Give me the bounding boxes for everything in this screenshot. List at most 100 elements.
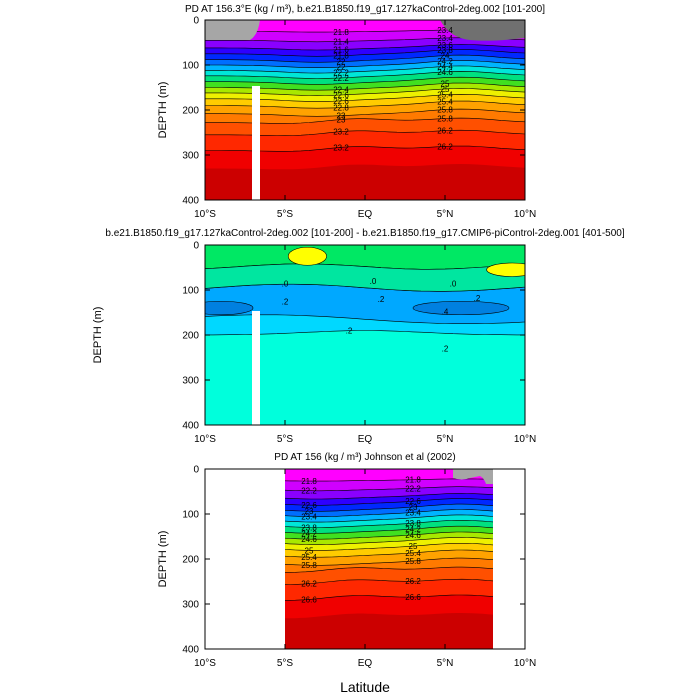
contour-label: 25.8 [437,114,453,123]
contour-label: 23.8 [405,519,421,528]
density-band [285,478,493,491]
contour-label: 23 [337,115,346,124]
panel-observed-density: PD AT 156 (kg / m³) Johnson et al (2002)… [157,452,536,669]
x-tick-label: 5°S [277,434,294,445]
panel1-contour-labels: 21.821.421.621.8222222.222.222.422.622.6… [333,26,453,152]
density-band [285,526,493,540]
y-tick-label: 0 [193,241,199,252]
density-band [205,109,525,124]
panel2-contour-labels: .0.0.0.2.2.2.4.2.2 [282,277,481,354]
contour-label: 26.2 [437,142,453,151]
contour-label: 24.2 [437,57,453,66]
density-band [205,60,525,74]
contour-label: 25.4 [437,97,453,106]
x-axis-label: Latitude [340,679,390,695]
isopycnal-line [285,543,493,551]
isopycnal-line [285,537,493,545]
isopycnal-line [205,65,525,74]
contour-label: 23.8 [301,523,317,532]
contour-label: 24.6 [405,531,421,540]
y-tick-label: 100 [182,286,199,297]
isopycnal-line [205,82,525,91]
isopycnal-line [205,108,525,117]
contour-label: 25.4 [301,553,317,562]
panel1-land-mask-left [205,20,260,40]
density-band [205,101,525,117]
isopycnal-line [205,129,525,136]
density-band [205,55,525,68]
isopycnal-line [205,49,525,57]
density-band [285,567,493,585]
contour-label: 26.6 [301,595,317,604]
contour-label: 21.8 [301,477,317,486]
contour-label: 22.6 [333,91,349,100]
density-band [205,65,525,79]
panel2-overlays [252,311,260,425]
panel1-title: PD AT 156.3°E (kg / m³), b.e21.B1850.f19… [185,4,545,15]
density-band [205,94,525,109]
contour-label: .2 [282,297,289,306]
density-band [205,83,525,96]
panel3-overlays [453,469,493,484]
y-tick-label: 300 [182,376,199,387]
contour-label: .0 [450,279,457,288]
y-tick-label: 100 [182,61,199,72]
density-band [205,130,525,152]
contour-label: 23.6 [437,41,453,50]
contour-label: 25.4 [437,91,453,100]
isopycnal-line [285,557,493,566]
contour-label: 23.4 [405,508,421,517]
x-tick-label: 5°S [277,658,294,669]
anomaly-positive-patch [486,262,525,277]
y-tick-label: 200 [182,106,199,117]
y-tick-label: 0 [193,16,199,27]
density-band [205,77,525,91]
contour-label: 22.2 [405,484,421,493]
x-tick-label: 5°N [437,658,454,669]
panel2-y-axis-label: DEPTH (m) [92,307,104,364]
x-tick-label: 5°N [437,434,454,445]
contour-label: 24.6 [301,535,317,544]
panel-model-density: PD AT 156.3°E (kg / m³), b.e21.B1850.f19… [157,4,545,220]
isopycnal-line [285,531,493,540]
density-band [285,520,493,534]
contour-label: 25.8 [405,557,421,566]
contour-label: 24.6 [437,68,453,77]
density-band [205,118,525,136]
isopycnal-line [285,525,493,534]
contour-label: .2 [474,294,481,303]
contour-label: 26.2 [437,127,453,136]
y-tick-label: 300 [182,600,199,611]
contour-label: 22.6 [301,501,317,510]
contour-label: 22.2 [333,68,349,77]
contour-label: 22.8 [333,104,349,113]
x-tick-label: 10°N [514,209,536,220]
anomaly-lens-south [205,300,254,316]
isopycnal-line [205,44,525,51]
y-tick-label: 400 [182,421,199,432]
panel3-contour-labels: 21.822.222.62323.423.824.224.62525.425.8… [301,476,421,605]
density-band [205,29,525,42]
panel1-y-axis-label: DEPTH (m) [157,82,169,139]
contour-label: .4 [442,308,449,317]
contour-label: 24.2 [405,525,421,534]
density-band [285,469,493,482]
density-band [285,493,493,506]
contour-label: 25 [441,85,450,94]
contour-label: 23 [305,507,314,516]
contour-label: 21.8 [405,476,421,485]
isopycnal-line [285,514,493,523]
panel3-land-mask [453,469,493,484]
x-tick-label: EQ [358,658,373,669]
isopycnal-line [205,117,525,124]
panel3-title: PD AT 156 (kg / m³) Johnson et al (2002) [274,452,455,463]
panel3-axes: 10°S 5°S EQ 5°N 10°N 0 100 200 300 400 [182,465,536,670]
contour-label: 22 [337,58,346,67]
isopycnal-line [205,70,525,79]
contour-label: 22.6 [405,497,421,506]
isopycnal-line [285,520,493,528]
panel1-land-mask-right [440,20,525,41]
density-band [285,550,493,566]
isopycnal-line [285,566,493,573]
